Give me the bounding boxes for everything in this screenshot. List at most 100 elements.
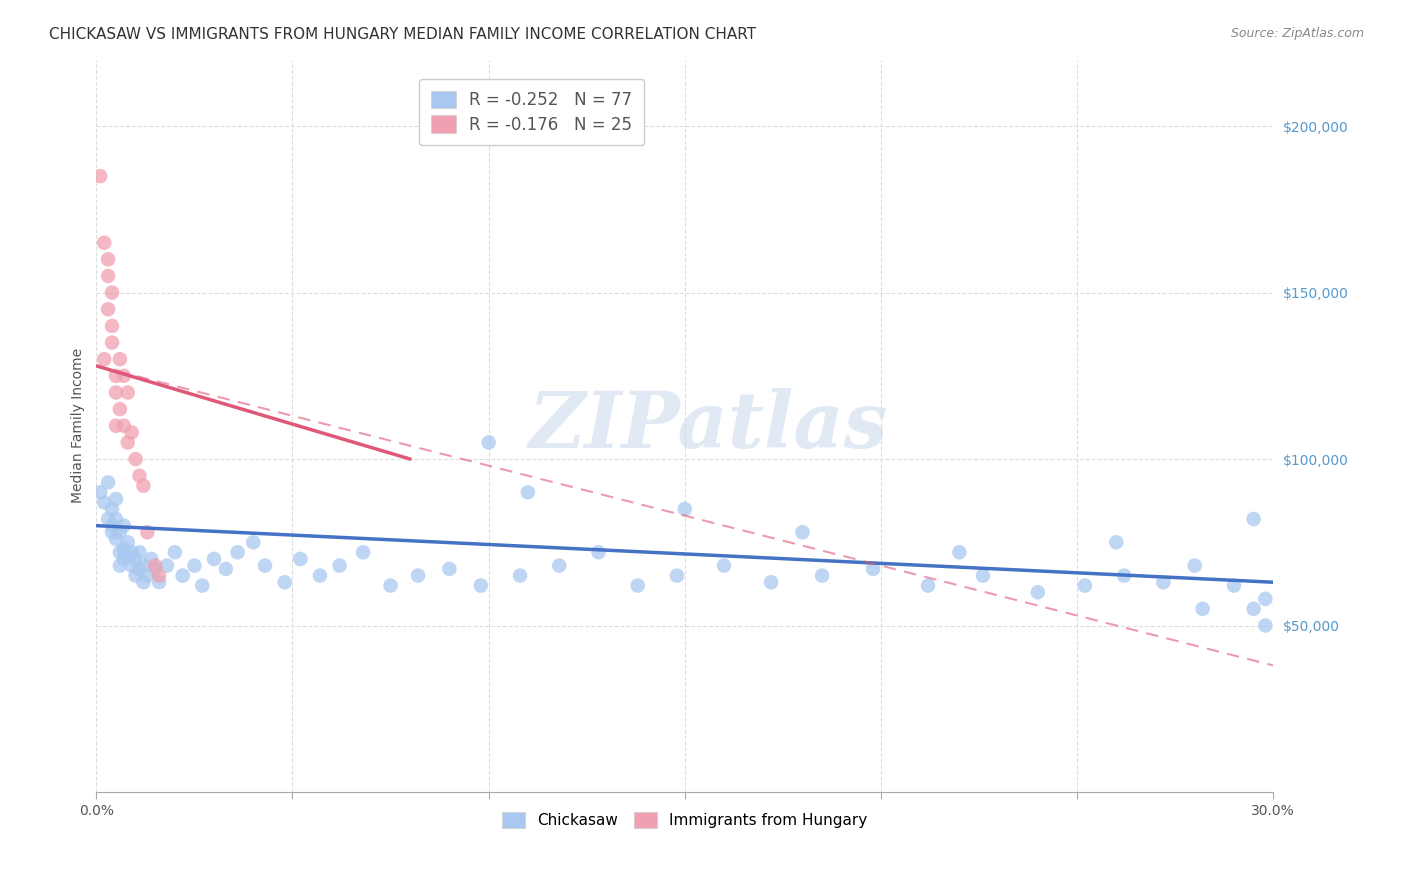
Text: Source: ZipAtlas.com: Source: ZipAtlas.com <box>1230 27 1364 40</box>
Point <box>254 558 277 573</box>
Point <box>112 541 135 556</box>
Point <box>627 578 650 592</box>
Point <box>108 352 131 367</box>
Point <box>97 512 120 526</box>
Point <box>89 169 111 183</box>
Point <box>917 578 939 592</box>
Point <box>104 532 127 546</box>
Point <box>1243 512 1265 526</box>
Point <box>226 545 249 559</box>
Point <box>104 368 127 383</box>
Point <box>97 475 120 490</box>
Point <box>121 425 143 440</box>
Point <box>124 452 146 467</box>
Point <box>972 568 994 582</box>
Point <box>439 562 461 576</box>
Point <box>1254 591 1277 606</box>
Point <box>156 558 179 573</box>
Point <box>191 578 214 592</box>
Point <box>143 558 166 573</box>
Point <box>1191 602 1213 616</box>
Point <box>948 545 970 559</box>
Point <box>713 558 735 573</box>
Point <box>148 568 170 582</box>
Point <box>101 335 124 350</box>
Point <box>352 545 374 559</box>
Point <box>108 402 131 417</box>
Point <box>329 558 352 573</box>
Point <box>1223 578 1246 592</box>
Point <box>163 545 186 559</box>
Point <box>132 479 155 493</box>
Point <box>1074 578 1097 592</box>
Point <box>1114 568 1136 582</box>
Point <box>104 418 127 433</box>
Point <box>101 318 124 333</box>
Point <box>309 568 332 582</box>
Point <box>183 558 205 573</box>
Point <box>117 549 139 563</box>
Text: CHICKASAW VS IMMIGRANTS FROM HUNGARY MEDIAN FAMILY INCOME CORRELATION CHART: CHICKASAW VS IMMIGRANTS FROM HUNGARY MED… <box>49 27 756 42</box>
Point <box>759 575 782 590</box>
Point <box>1184 558 1206 573</box>
Point <box>290 552 312 566</box>
Point <box>136 525 159 540</box>
Point <box>117 535 139 549</box>
Point <box>215 562 238 576</box>
Point <box>792 525 814 540</box>
Point <box>104 385 127 400</box>
Point <box>124 568 146 582</box>
Point <box>406 568 429 582</box>
Point <box>93 235 115 250</box>
Point <box>516 485 538 500</box>
Point <box>101 525 124 540</box>
Point <box>124 552 146 566</box>
Legend: Chickasaw, Immigrants from Hungary: Chickasaw, Immigrants from Hungary <box>495 805 875 836</box>
Point <box>89 485 111 500</box>
Point <box>273 575 295 590</box>
Point <box>108 525 131 540</box>
Point <box>242 535 264 549</box>
Point <box>148 575 170 590</box>
Point <box>862 562 884 576</box>
Point <box>128 545 150 559</box>
Point <box>101 285 124 300</box>
Point <box>548 558 571 573</box>
Point <box>132 575 155 590</box>
Point <box>128 562 150 576</box>
Y-axis label: Median Family Income: Median Family Income <box>72 348 86 503</box>
Point <box>1243 602 1265 616</box>
Point <box>112 518 135 533</box>
Point <box>478 435 501 450</box>
Point <box>97 302 120 317</box>
Point <box>108 558 131 573</box>
Point <box>136 568 159 582</box>
Point <box>509 568 531 582</box>
Point <box>470 578 492 592</box>
Text: ZIPatlas: ZIPatlas <box>529 387 889 464</box>
Point <box>143 562 166 576</box>
Point <box>112 368 135 383</box>
Point <box>1152 575 1174 590</box>
Point <box>112 552 135 566</box>
Point <box>117 385 139 400</box>
Point <box>202 552 225 566</box>
Point <box>141 552 163 566</box>
Point <box>121 558 143 573</box>
Point <box>104 491 127 506</box>
Point <box>93 495 115 509</box>
Point <box>101 502 124 516</box>
Point <box>104 512 127 526</box>
Point <box>673 502 696 516</box>
Point <box>128 468 150 483</box>
Point <box>97 252 120 267</box>
Point <box>112 418 135 433</box>
Point <box>811 568 834 582</box>
Point <box>101 518 124 533</box>
Point <box>93 352 115 367</box>
Point <box>97 268 120 283</box>
Point <box>117 435 139 450</box>
Point <box>108 545 131 559</box>
Point <box>380 578 402 592</box>
Point <box>665 568 688 582</box>
